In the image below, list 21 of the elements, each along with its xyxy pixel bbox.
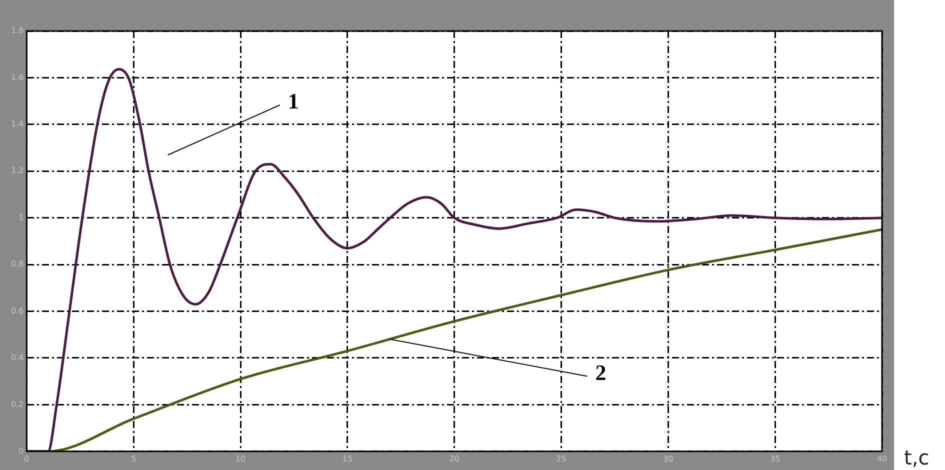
- x-tick-label: 10: [235, 454, 246, 464]
- annotation: 2: [595, 360, 606, 385]
- x-tick-label: 30: [663, 454, 674, 464]
- x-tick-label: 35: [770, 454, 780, 464]
- annotation: 1: [288, 88, 299, 114]
- y-tick-label: 0.6: [10, 306, 24, 316]
- y-tick-label: 1.2: [10, 166, 24, 176]
- y-tick-label: 0: [18, 446, 24, 456]
- x-tick-label: 15: [342, 454, 353, 464]
- y-tick-label: 1.4: [10, 120, 24, 128]
- x-axis-title: t,c: [904, 446, 930, 470]
- y-tick-label: 1.8: [10, 26, 24, 36]
- x-tick-label: 25: [556, 454, 566, 464]
- y-tick-label: 1: [18, 212, 24, 222]
- y-tick-label: 1.6: [10, 72, 24, 82]
- x-tick-label: 40: [876, 454, 888, 464]
- y-tick-label: 0.4: [10, 353, 24, 362]
- x-tick-label: 5: [131, 454, 136, 464]
- y-tick-label: 0.8: [10, 260, 24, 269]
- x-tick-label: 20: [449, 454, 460, 464]
- y-tick-label: 0.2: [10, 400, 24, 409]
